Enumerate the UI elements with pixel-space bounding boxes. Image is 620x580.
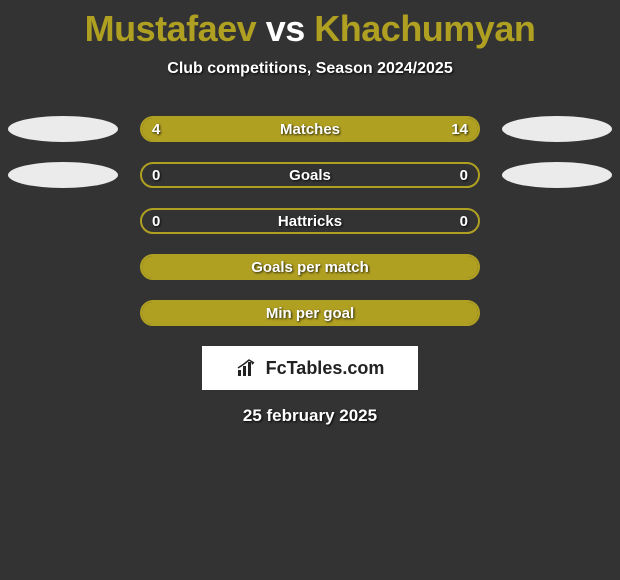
- stat-row: Goals per match: [0, 254, 620, 280]
- title-player-left: Mustafaev: [85, 8, 257, 49]
- source-logo: FcTables.com: [202, 346, 418, 390]
- player-badge-right: [502, 162, 612, 188]
- stat-bar: 00Hattricks: [140, 208, 480, 234]
- stat-label: Goals per match: [142, 256, 478, 278]
- logo-text: FcTables.com: [266, 358, 385, 379]
- chart-icon: [236, 358, 260, 378]
- comparison-title: Mustafaev vs Khachumyan: [0, 0, 620, 50]
- stat-row: 414Matches: [0, 116, 620, 142]
- stat-row: 00Hattricks: [0, 208, 620, 234]
- stat-bar: Goals per match: [140, 254, 480, 280]
- stats-container: 414Matches 00Goals 00Hattricks Goals per ma…: [0, 116, 620, 326]
- stat-bar: 00Goals: [140, 162, 480, 188]
- player-badge-left: [8, 116, 118, 142]
- stat-label: Hattricks: [142, 210, 478, 232]
- subtitle: Club competitions, Season 2024/2025: [0, 60, 620, 78]
- date-label: 25 february 2025: [0, 406, 620, 426]
- player-badge-left: [8, 162, 118, 188]
- stat-bar: Min per goal: [140, 300, 480, 326]
- stat-label: Min per goal: [142, 302, 478, 324]
- stat-label: Matches: [142, 118, 478, 140]
- stat-row: 00Goals: [0, 162, 620, 188]
- stat-label: Goals: [142, 164, 478, 186]
- stat-row: Min per goal: [0, 300, 620, 326]
- player-badge-right: [502, 116, 612, 142]
- title-vs: vs: [266, 8, 305, 49]
- title-player-right: Khachumyan: [314, 8, 535, 49]
- stat-bar: 414Matches: [140, 116, 480, 142]
